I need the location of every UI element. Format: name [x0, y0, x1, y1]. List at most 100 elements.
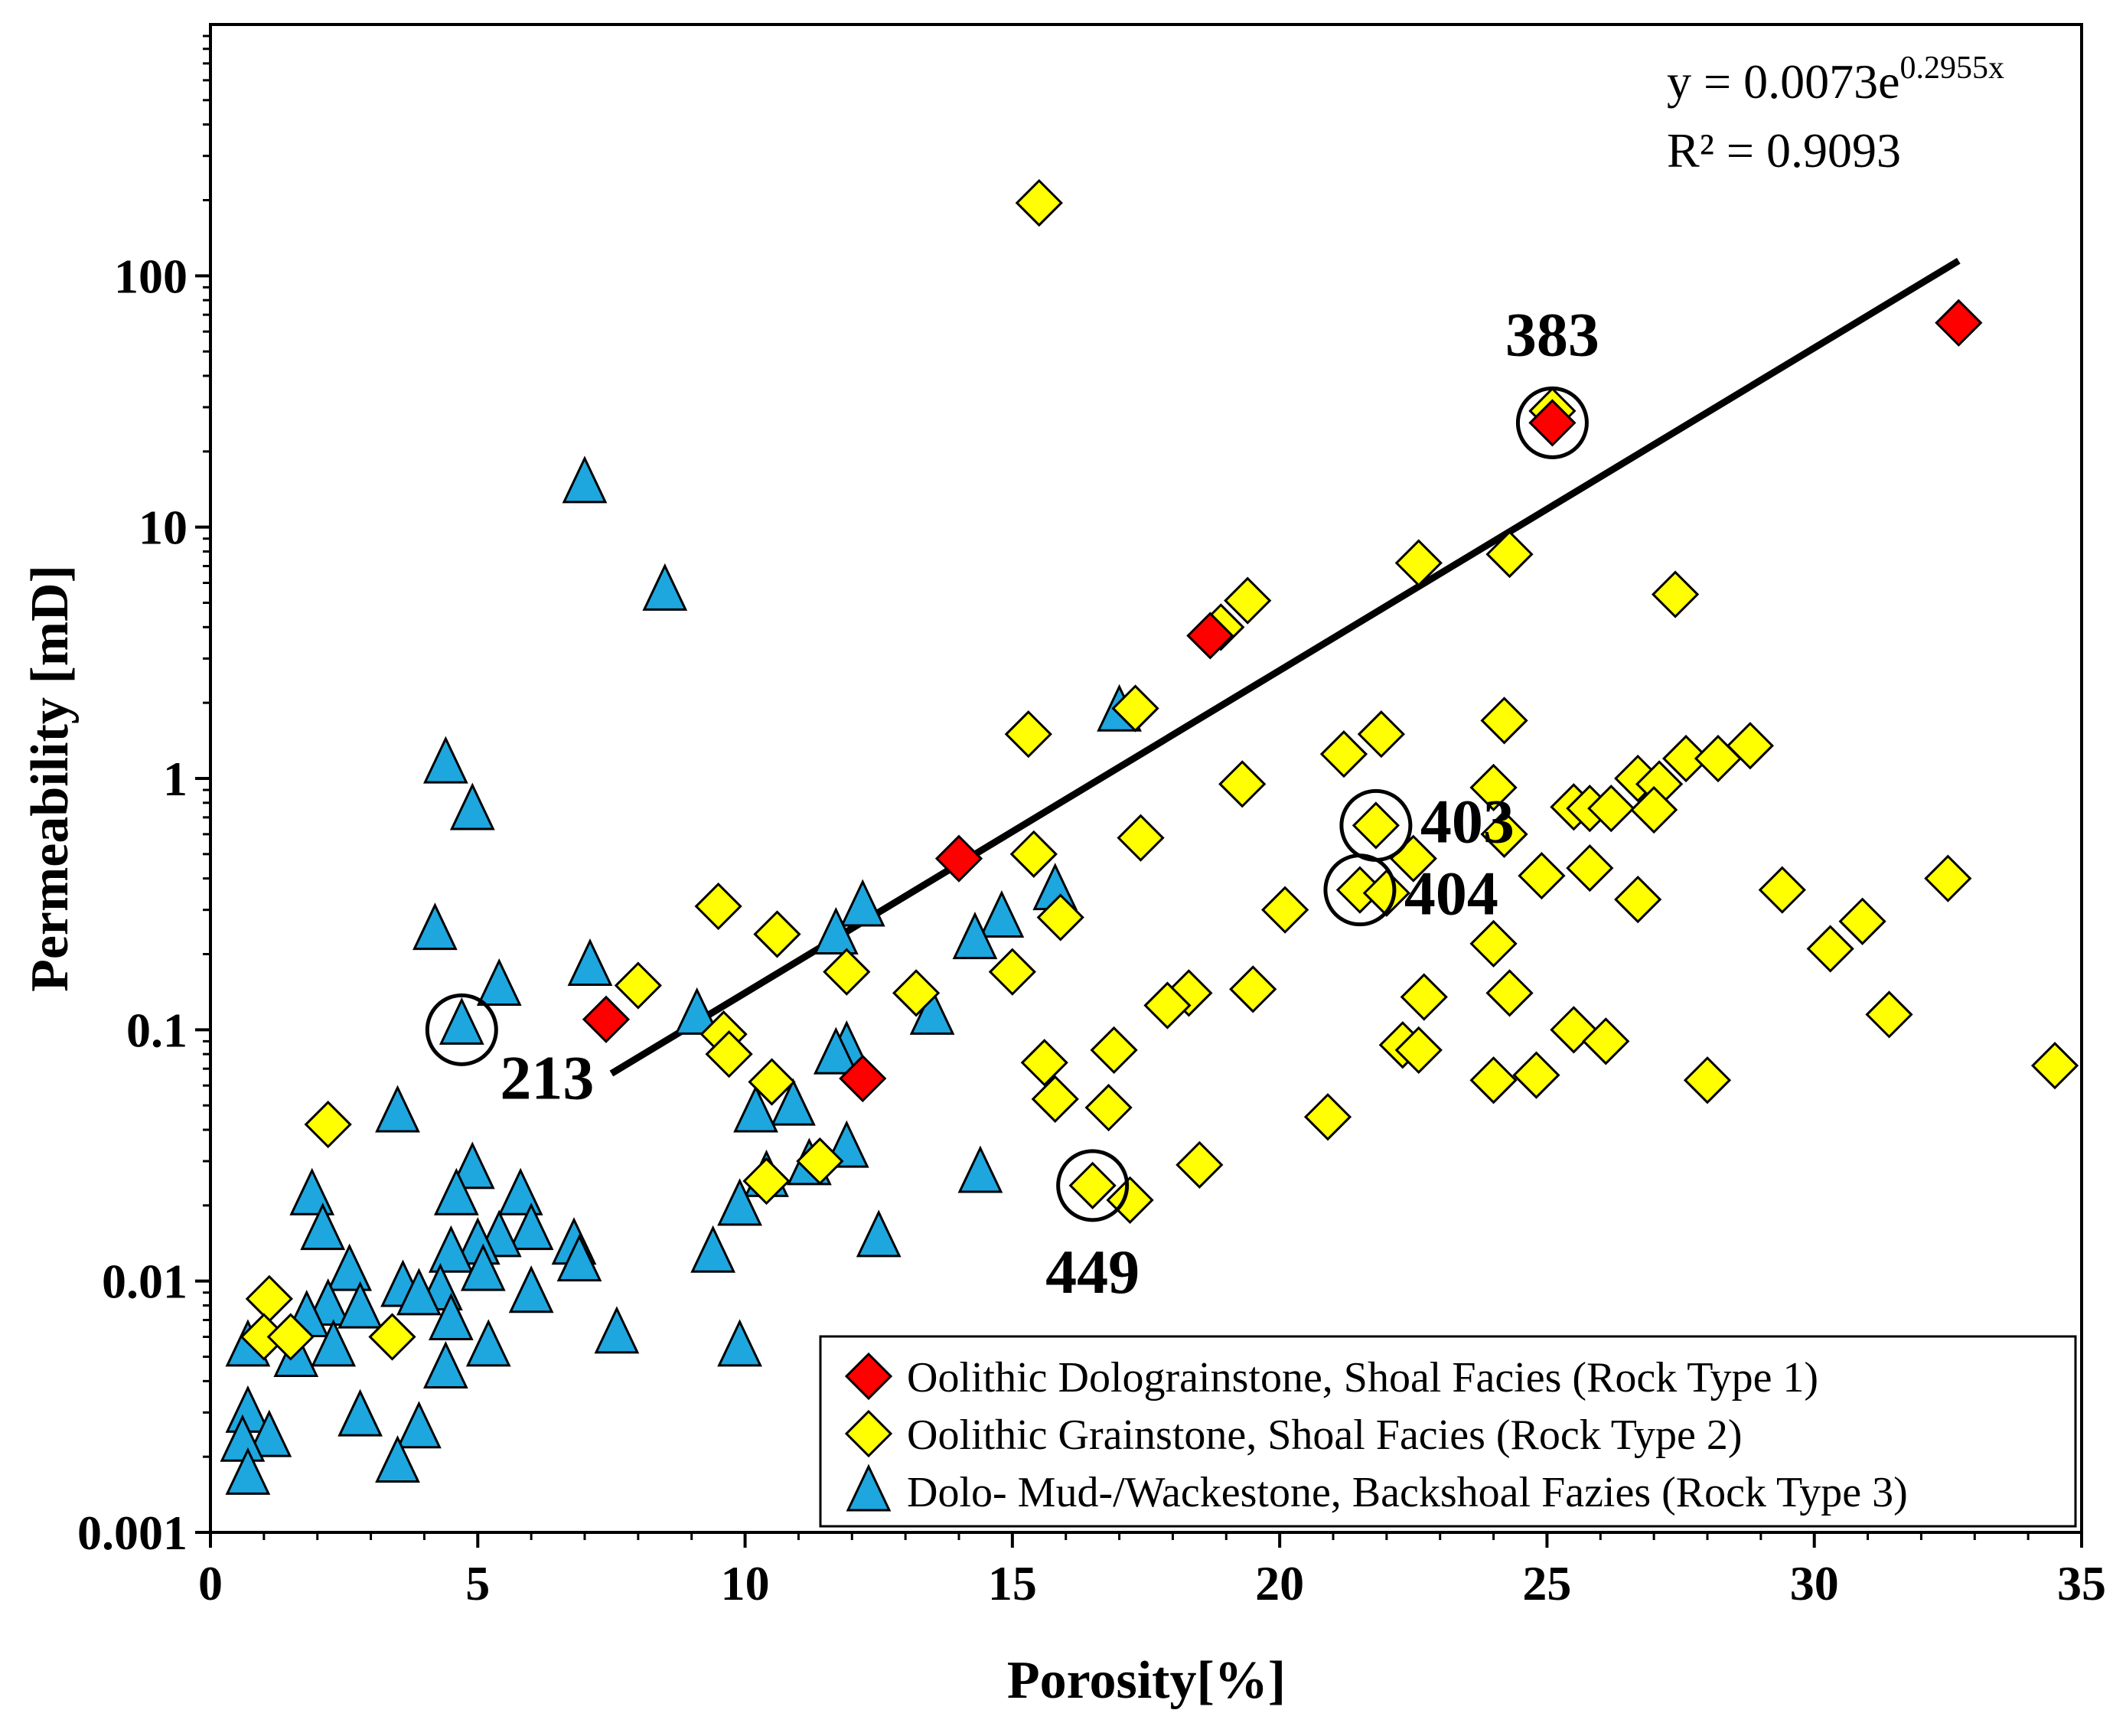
rock-type-2-point: [614, 961, 662, 1010]
rock-type-2-point: [1084, 1083, 1133, 1132]
legend-marker-rock-type-3: [846, 1464, 892, 1512]
rock-type-3-point: [433, 1167, 479, 1216]
rock-type-2-point: [753, 910, 801, 958]
x-tick-label: 25: [1522, 1556, 1571, 1610]
y-tick-label: 0.001: [77, 1506, 187, 1560]
legend-label-rock-type-3: Dolo- Mud-/Wackestone, Backshoal Fazies …: [907, 1469, 1908, 1516]
y-tick-label: 1: [163, 752, 187, 806]
y-axis-title: Permeability [mD]: [21, 565, 80, 992]
rock-type-3-point: [717, 1319, 762, 1367]
rock-type-2-point: [705, 1030, 753, 1078]
rock-type-2-point: [1485, 969, 1534, 1017]
rock-type-3-point: [556, 1234, 602, 1282]
rock-type-2-point: [2030, 1042, 2079, 1090]
axes-group: 0 5 10 15 20 25 30 35 0.001 0.01 0.1 1 10 100: [77, 34, 2106, 1610]
rock-type-3-point: [423, 1341, 468, 1389]
rock-type-3-point: [957, 1145, 1003, 1193]
rock-type-3-point: [337, 1388, 383, 1437]
r-squared: R² = 0.9093: [1667, 123, 1901, 178]
rock-type-2-point: [1469, 763, 1518, 812]
plot-area: [210, 24, 2082, 1532]
rock-type-3-point: [508, 1202, 554, 1251]
rock-type-3-point: [412, 902, 458, 951]
rock-type-3-point: [594, 1306, 640, 1354]
annotation-circle-449: [1056, 1149, 1130, 1222]
rock-type-2-point: [748, 1058, 796, 1106]
rock-type-2-point: [823, 948, 871, 996]
rock-type-2-point: [1480, 810, 1528, 858]
rock-type-3-point: [733, 1085, 778, 1133]
legend-label-rock-type-2: Oolithic Grainstone, Shoal Facies (Rock …: [907, 1411, 1743, 1459]
rock-type-2-point: [1015, 178, 1063, 227]
annotation-label-213: 213: [500, 1043, 594, 1112]
rock-type-2-point: [1036, 893, 1084, 941]
rock-type-3-point: [856, 1209, 902, 1258]
rock-type-2-point: [1651, 570, 1700, 618]
rock-type-3-point: [952, 912, 998, 960]
rock-type-2-point: [1924, 854, 1972, 902]
rock-type-2-point: [694, 882, 742, 931]
rock-type-2-point: [1480, 697, 1528, 745]
y-tick-label: 0.1: [126, 1003, 187, 1057]
rock-type-2-point: [1806, 925, 1854, 973]
rock-type-3-point: [508, 1265, 554, 1313]
rock-type-3-point: [428, 1293, 474, 1341]
x-tick-label: 15: [988, 1556, 1037, 1610]
annotation-circle-383: [1515, 386, 1589, 459]
rock-type-3-point: [840, 879, 885, 927]
rock-type-2-point: [1319, 730, 1368, 778]
rock-type-3-point: [909, 987, 955, 1035]
rock-type-2-point: [1117, 814, 1165, 862]
rock-type-3-point: [428, 1225, 474, 1273]
rock-type-2-point: [1111, 684, 1159, 733]
rock-type-3-point: [246, 1409, 292, 1457]
rock-type-2-point: [1009, 830, 1058, 878]
x-tick-label: 30: [1790, 1556, 1839, 1610]
y-tick-label: 10: [139, 501, 187, 555]
rock-type-2-point: [742, 1157, 791, 1206]
rock-type-3-point: [674, 987, 720, 1035]
y-tick-label: 100: [114, 249, 187, 303]
rock-type-3-point: [465, 1319, 511, 1367]
annotation-label-449: 449: [1045, 1237, 1140, 1307]
rock-type-2-point: [796, 1137, 844, 1186]
rock-type-1-point: [839, 1054, 887, 1103]
rock-type-3-point: [979, 890, 1025, 938]
x-tick-label: 20: [1255, 1556, 1304, 1610]
annotation-label-403: 403: [1420, 786, 1515, 856]
legend-marker-rock-type-2: [844, 1409, 893, 1458]
rock-type-1-point: [582, 995, 631, 1043]
rock-type-1-point: [934, 834, 983, 883]
rock-type-2-point: [1394, 539, 1443, 587]
rock-type-3-point: [423, 736, 468, 784]
annotation-label-404: 404: [1404, 859, 1498, 928]
rock-type-2-point: [1518, 852, 1566, 900]
rock-type-3-point: [562, 455, 608, 504]
rock-type-2-point: [1587, 785, 1635, 833]
rock-type-3-point: [396, 1268, 442, 1316]
x-axis-title: Porosity[%]: [1007, 1651, 1286, 1710]
rock-type-2-point: [1004, 710, 1052, 759]
rock-type-2-point: [1175, 1140, 1224, 1189]
rock-type-2-point: [304, 1100, 352, 1149]
rock-type-2-point: [1357, 710, 1405, 759]
rock-type-2-point: [1218, 760, 1267, 808]
rock-type-3-point: [449, 1141, 495, 1189]
x-tick-label: 10: [721, 1556, 770, 1610]
annotation-label-383: 383: [1505, 299, 1599, 369]
rock-type-2-point: [1261, 886, 1309, 934]
rock-type-2-point: [1352, 801, 1400, 850]
x-tick-label: 0: [198, 1556, 223, 1610]
rock-type-2-point: [1229, 965, 1277, 1013]
annotation-circle-404: [1323, 853, 1397, 927]
rock-type-1-series: [582, 299, 1983, 1103]
rock-type-3-point: [476, 958, 522, 1007]
rock-type-2-point: [1694, 734, 1743, 783]
annotation-circle-213: [425, 993, 498, 1066]
rock-type-2-point: [1838, 897, 1886, 945]
rock-type-1-point: [1186, 612, 1234, 660]
trend-equation: y = 0.0073e0.2955x: [1667, 51, 2004, 109]
legend-markers: [844, 1352, 893, 1512]
rock-type-3-point: [813, 906, 859, 954]
